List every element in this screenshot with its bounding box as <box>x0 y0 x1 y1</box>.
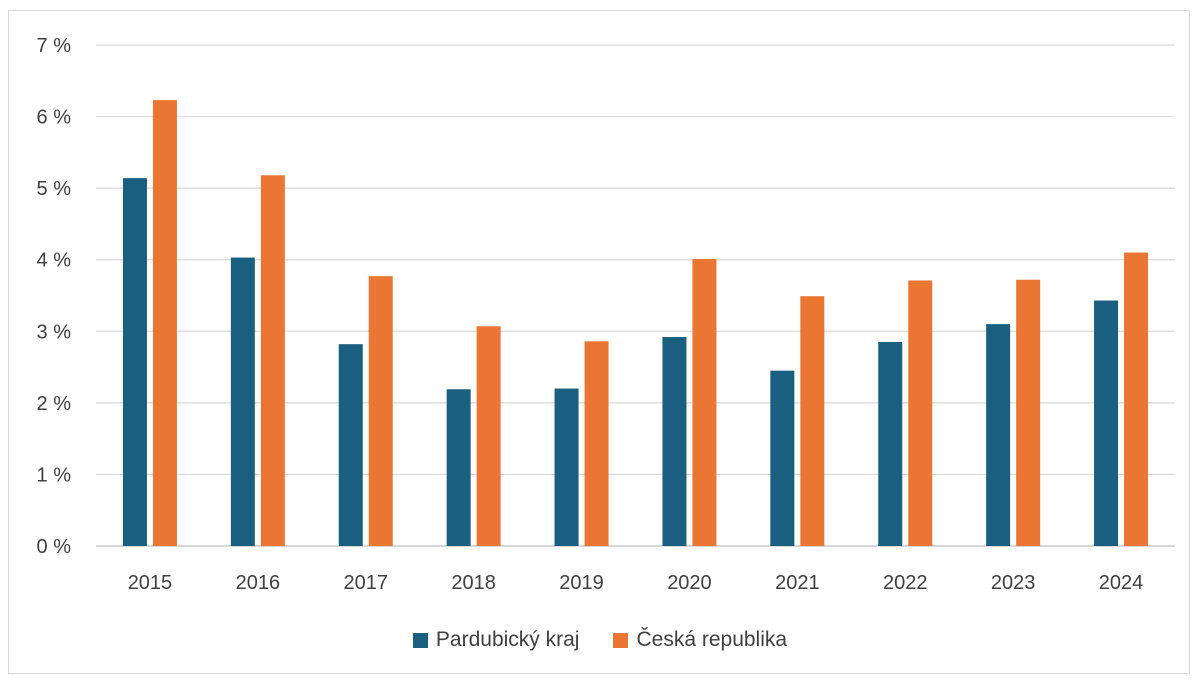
x-tick-label: 2018 <box>451 572 496 594</box>
bar-2015-0 <box>122 178 147 546</box>
y-tick-label: 2 % <box>37 393 72 415</box>
y-tick-label: 5 % <box>37 178 72 200</box>
bar-2019-1 <box>584 341 609 546</box>
bar-2020-1 <box>692 258 717 546</box>
bars <box>122 100 1149 547</box>
y-tick-label: 1 % <box>37 464 72 486</box>
legend-label-0: Pardubický kraj <box>435 628 580 651</box>
x-tick-label: 2020 <box>667 572 712 594</box>
legend: Pardubický kraj Česká republika <box>0 628 1200 652</box>
bar-2019-0 <box>554 388 579 546</box>
x-tick-label: 2023 <box>991 572 1036 594</box>
bar-2017-0 <box>338 344 363 546</box>
bar-2024-1 <box>1124 252 1149 547</box>
x-tick-label: 2022 <box>883 572 928 594</box>
legend-item-1: Česká republika <box>613 628 787 652</box>
x-axis-ticks: 2015 2016 2017 2018 2019 2020 2021 2022 2023 2024 <box>128 572 1144 594</box>
y-tick-label: 4 % <box>37 250 72 272</box>
bar-2018-1 <box>476 326 501 546</box>
bar-2017-1 <box>368 276 393 546</box>
bar-2016-0 <box>230 257 255 546</box>
bar-2018-0 <box>446 389 471 546</box>
y-tick-label: 0 % <box>37 536 72 558</box>
bar-2021-0 <box>770 370 795 546</box>
y-tick-label: 6 % <box>37 107 72 129</box>
legend-swatch-0 <box>412 632 428 648</box>
bar-2023-1 <box>1016 279 1041 546</box>
bar-2023-0 <box>986 324 1011 546</box>
x-tick-label: 2017 <box>344 572 389 594</box>
legend-swatch-1 <box>613 632 629 648</box>
bar-2020-0 <box>662 337 687 546</box>
bar-2022-0 <box>878 342 903 546</box>
legend-item-0: Pardubický kraj <box>412 628 580 652</box>
y-axis-ticks: 0 % 1 % 2 % 3 % 4 % 5 % 6 % 7 % <box>37 35 72 558</box>
x-tick-label: 2016 <box>236 572 281 594</box>
bar-2015-1 <box>152 100 177 547</box>
gridlines <box>96 44 1175 547</box>
x-tick-label: 2019 <box>559 572 604 594</box>
x-tick-label: 2024 <box>1099 572 1144 594</box>
bar-2022-1 <box>908 280 933 546</box>
bar-2016-1 <box>260 175 285 546</box>
legend-label-1: Česká republika <box>636 628 788 651</box>
y-tick-label: 3 % <box>37 321 72 343</box>
x-tick-label: 2015 <box>128 572 173 594</box>
x-tick-label: 2021 <box>775 572 820 594</box>
bar-2024-0 <box>1094 300 1119 546</box>
y-tick-label: 7 % <box>37 35 72 57</box>
bar-2021-1 <box>800 296 825 546</box>
